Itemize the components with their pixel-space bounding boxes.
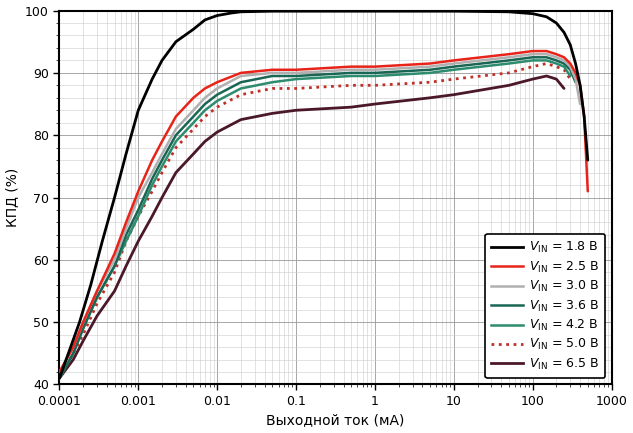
X-axis label: Выходной ток (мА): Выходной ток (мА) xyxy=(266,414,404,427)
Legend: $V_\mathrm{IN}$ = 1.8 В, $V_\mathrm{IN}$ = 2.5 В, $V_\mathrm{IN}$ = 3.0 В, $V_\m: $V_\mathrm{IN}$ = 1.8 В, $V_\mathrm{IN}$… xyxy=(486,234,605,378)
Y-axis label: КПД (%): КПД (%) xyxy=(6,168,20,227)
